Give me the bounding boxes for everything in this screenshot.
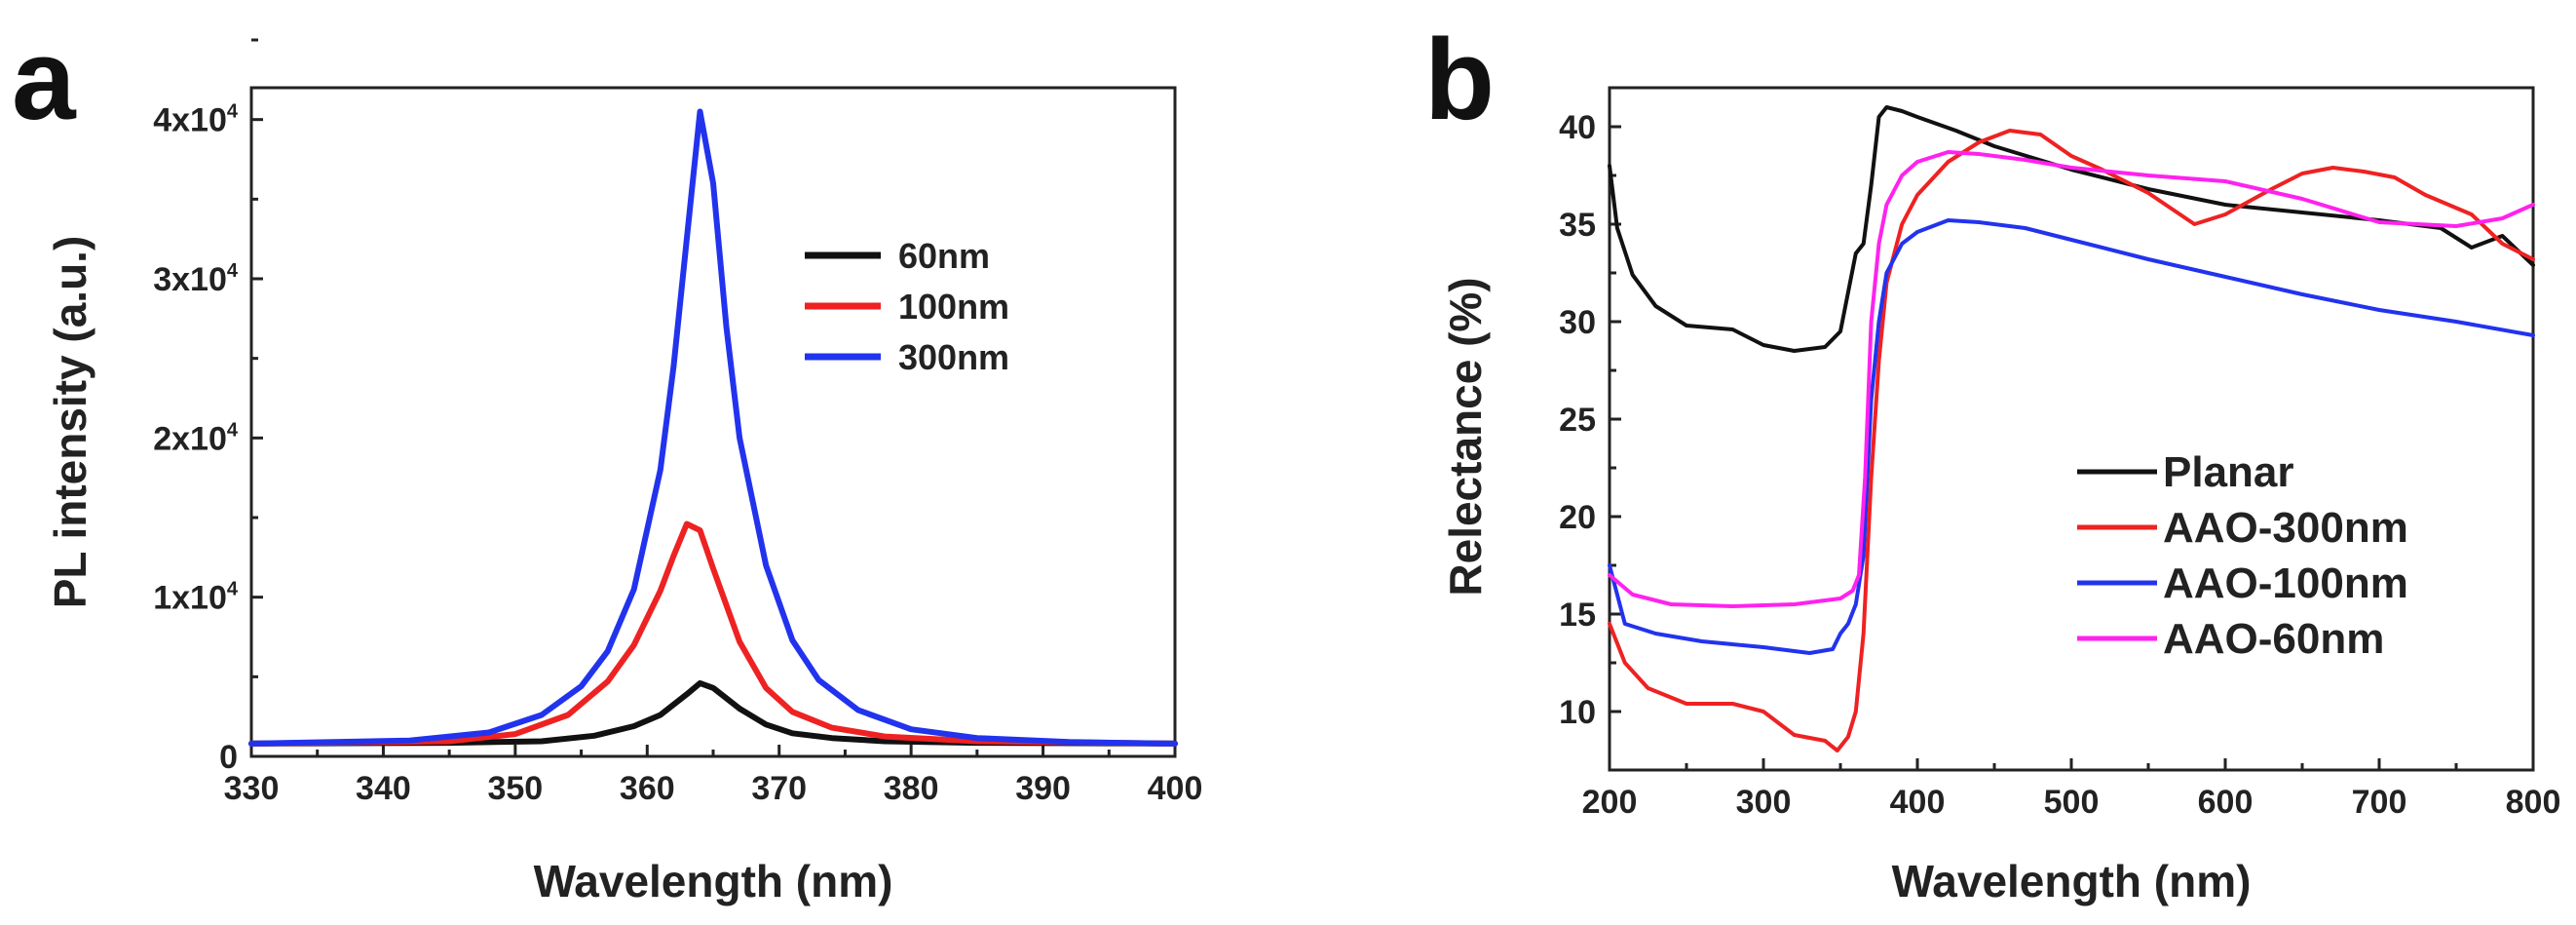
panel-letter-b: b <box>1424 16 1495 144</box>
x-tick-label-a: 380 <box>884 770 939 807</box>
y-tick-label-a: 4x104 <box>153 101 239 139</box>
y-axis-title-a: PL intensity (a.u.) <box>45 236 95 609</box>
x-axis-title-b: Wavelength (nm) <box>1892 856 2252 906</box>
y-axis-b: 10 15 20 25 30 35 40 <box>1559 109 1621 731</box>
x-axis-a: 330 340 350 360 370 380 390 400 <box>224 745 1203 807</box>
panel-b: b 200 300 400 500 600 700 800 10 15 20 25 30 35 40 W… <box>1424 16 2560 906</box>
panel-a: a 330 340 350 360 370 380 390 400 0 1x104 2x104 3x… <box>12 16 1202 906</box>
legend-label-300nm: 300nm <box>898 337 1009 377</box>
series-line-AAO-100nm <box>1608 218 2535 655</box>
x-tick-label-b: 400 <box>1890 784 1946 821</box>
plot-frame-b <box>1608 86 2535 772</box>
series-line-100nm <box>248 520 1178 747</box>
x-tick-label-b: 600 <box>2198 784 2254 821</box>
y-tick-label-b: 25 <box>1559 402 1596 439</box>
x-tick-label-b: 800 <box>2506 784 2561 821</box>
plot-series-b <box>1608 105 2535 752</box>
y-axis-a: 0 1x104 2x104 3x104 4x104 <box>153 38 263 776</box>
x-tick-label-a: 330 <box>224 770 280 807</box>
y-tick-label-a: 1x104 <box>153 579 239 617</box>
y-tick-label-a: 2x104 <box>153 419 239 457</box>
legend-label-100nm: 100nm <box>898 287 1009 327</box>
y-tick-label-b: 20 <box>1559 499 1596 536</box>
y-tick-label-b: 10 <box>1559 694 1596 731</box>
series-line-300nm <box>248 108 1178 747</box>
series-line-AAO-300nm <box>1608 129 2535 752</box>
x-axis-b: 200 300 400 500 600 700 800 <box>1582 758 2561 821</box>
legend-label-AAO-300nm: AAO-300nm <box>2163 504 2408 552</box>
x-tick-label-a: 340 <box>356 770 411 807</box>
legend-label-Planar: Planar <box>2163 448 2294 496</box>
x-tick-label-a: 360 <box>620 770 675 807</box>
y-tick-label-b: 15 <box>1559 597 1596 634</box>
y-axis-title-b: Relectance (%) <box>1440 277 1491 596</box>
x-tick-label-a: 370 <box>751 770 807 807</box>
x-tick-label-b: 500 <box>2044 784 2100 821</box>
legend-label-AAO-100nm: AAO-100nm <box>2163 559 2408 607</box>
series-line-60nm <box>248 679 1178 747</box>
legend-label-AAO-60nm: AAO-60nm <box>2163 615 2384 663</box>
y-tick-label-b: 40 <box>1559 109 1596 146</box>
x-tick-label-b: 300 <box>1736 784 1792 821</box>
series-line-AAO-60nm <box>1608 150 2535 608</box>
y-tick-label-a: 0 <box>219 739 238 776</box>
panel-letter-a: a <box>12 16 77 144</box>
x-tick-label-b: 700 <box>2352 784 2407 821</box>
legend-label-60nm: 60nm <box>898 236 990 276</box>
x-tick-label-a: 400 <box>1148 770 1203 807</box>
x-tick-label-a: 350 <box>487 770 543 807</box>
x-tick-label-a: 390 <box>1015 770 1071 807</box>
legend-b: Planar AAO-300nm AAO-100nm AAO-60nm <box>2077 448 2408 663</box>
y-tick-label-b: 30 <box>1559 304 1596 341</box>
series-line-Planar <box>1608 105 2535 353</box>
legend-a: 60nm 100nm 300nm <box>805 236 1009 377</box>
x-tick-label-b: 200 <box>1582 784 1638 821</box>
y-tick-label-b: 35 <box>1559 207 1596 244</box>
x-axis-title-a: Wavelength (nm) <box>534 856 893 906</box>
plot-series-a <box>248 108 1178 747</box>
y-tick-label-a: 3x104 <box>153 260 239 298</box>
